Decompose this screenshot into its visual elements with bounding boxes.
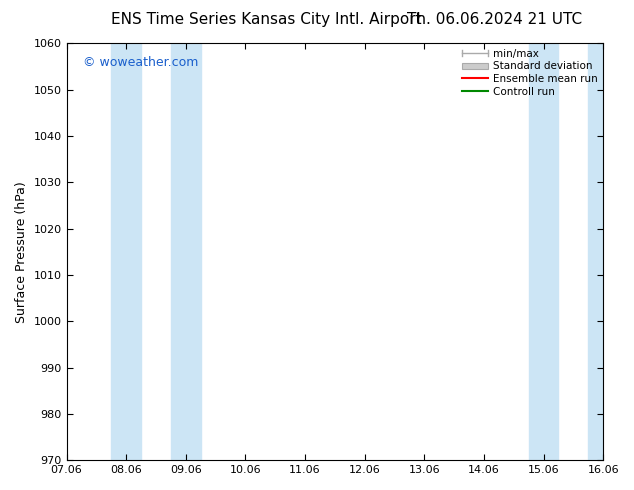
Text: ENS Time Series Kansas City Intl. Airport: ENS Time Series Kansas City Intl. Airpor… [111,12,422,27]
Bar [588,44,618,460]
Legend: min/max, Standard deviation, Ensemble mean run, Controll run: min/max, Standard deviation, Ensemble me… [459,46,601,99]
Bar [171,44,201,460]
Bar [529,44,559,460]
Text: © woweather.com: © woweather.com [82,56,198,69]
Text: Th. 06.06.2024 21 UTC: Th. 06.06.2024 21 UTC [407,12,582,27]
Bar [111,44,141,460]
Y-axis label: Surface Pressure (hPa): Surface Pressure (hPa) [15,181,28,323]
